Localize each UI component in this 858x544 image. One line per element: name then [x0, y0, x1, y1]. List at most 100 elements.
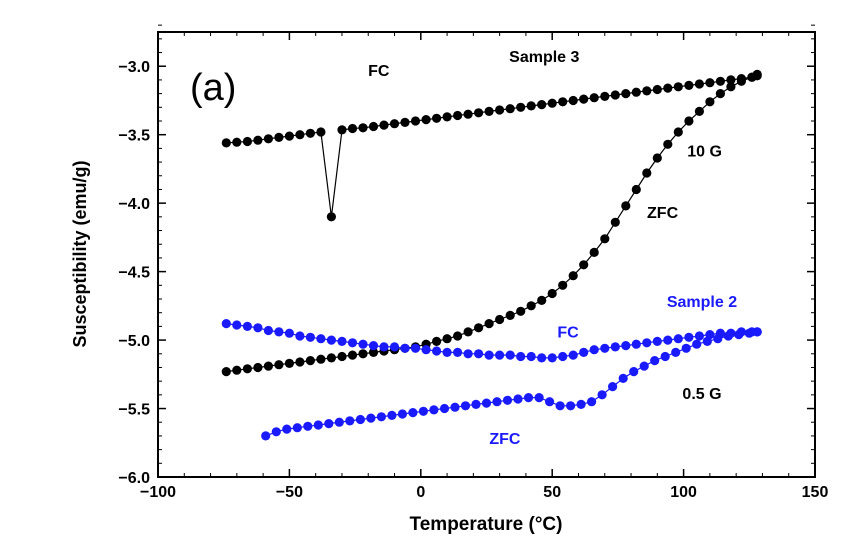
series-3-point [713, 334, 723, 344]
series-1-point [305, 356, 315, 366]
series-1-point [600, 234, 610, 244]
series-1-point [547, 288, 557, 299]
series-3-point [545, 397, 555, 407]
series-0-point [232, 137, 242, 147]
series-0-point [642, 86, 652, 96]
series-2-point [453, 347, 463, 357]
series-0-point [484, 106, 494, 116]
series-2-point [410, 343, 421, 353]
series-0-point [526, 101, 536, 111]
series-3-point [650, 356, 660, 366]
series-1-point [495, 314, 505, 325]
series-1-point [221, 367, 231, 377]
series-3-point [702, 336, 712, 346]
series-0-point [726, 75, 736, 85]
series-2-point [421, 345, 431, 355]
series-0-point [715, 76, 726, 86]
series-1-point [673, 127, 683, 137]
series-3-point [744, 328, 754, 338]
series-3-point [376, 412, 386, 422]
y-tick-label: −3.0 [118, 59, 150, 76]
series-0-point [579, 94, 589, 104]
series-1-point [432, 336, 442, 346]
series-1-point [326, 353, 336, 363]
series-3-point [429, 405, 439, 415]
series-1-point [358, 349, 368, 359]
series-2-point [432, 346, 442, 356]
series-1-point [684, 116, 694, 126]
series-1-point [663, 139, 673, 149]
series-3-point [576, 399, 586, 409]
series-1-point [516, 306, 526, 316]
series-1-point [579, 260, 589, 270]
series-1-point [736, 76, 747, 86]
series-0-point [242, 136, 252, 147]
series-3-point [723, 331, 733, 341]
y-tick-label: −4.0 [118, 196, 150, 213]
series-3-point [271, 427, 281, 437]
series-1-point [274, 360, 284, 370]
series-0-point [274, 132, 284, 142]
series-0-point [673, 82, 683, 92]
series-0-point [558, 97, 568, 107]
chart-annotation: FC [557, 324, 579, 341]
series-3-point [629, 367, 639, 377]
series-1-point [568, 271, 578, 281]
series-0-line [226, 75, 758, 217]
series-2-point [263, 325, 273, 336]
x-tick-label: −100 [140, 484, 176, 501]
series-2-point [673, 334, 683, 344]
series-2-point [253, 323, 263, 333]
x-axis-title: Temperature (°C) [410, 514, 563, 535]
chart-annotation: Sample 2 [667, 294, 737, 311]
series-2-point [537, 353, 547, 363]
series-0-point [663, 83, 673, 93]
series-0-point [652, 84, 662, 95]
series-3-point [471, 399, 481, 409]
series-3-point [324, 419, 334, 429]
series-1-point [631, 184, 641, 195]
series-2-point [621, 341, 631, 351]
series-1-point [715, 89, 726, 99]
series-1-point [253, 362, 263, 373]
series-0-point [316, 127, 326, 137]
series-2-point [305, 332, 315, 342]
series-1-point [752, 69, 762, 79]
series-2-point [326, 335, 336, 345]
series-0-point [358, 123, 368, 133]
series-0-point [463, 109, 473, 119]
series-2-point [579, 347, 589, 357]
series-0-point [495, 105, 505, 115]
series-3-point [450, 402, 460, 412]
series-2-point [368, 341, 379, 351]
series-3-point [439, 403, 450, 414]
series-1-point [726, 82, 736, 92]
series-0-point [432, 113, 442, 123]
series-1-point [474, 323, 484, 333]
series-1-point [442, 334, 452, 344]
series-0-point [442, 112, 452, 122]
series-2-point [642, 338, 652, 348]
series-2-point [589, 345, 599, 355]
series-2-point [400, 343, 410, 353]
chart-annotation: Sample 3 [509, 49, 579, 66]
series-2-point [274, 327, 284, 337]
series-3-point [418, 406, 428, 416]
series-1-point [621, 201, 631, 211]
series-2-point [295, 331, 305, 341]
series-0-point [505, 104, 515, 114]
series-0-point [631, 87, 641, 97]
series-2-point [221, 319, 231, 329]
series-3-point [534, 393, 544, 403]
series-3-point [492, 397, 502, 407]
series-2-point [558, 351, 568, 362]
series-2-point [505, 350, 515, 360]
series-0-point [421, 115, 431, 125]
x-tick-label: −50 [276, 484, 303, 501]
series-3-point [387, 410, 397, 420]
series-0-point [337, 125, 347, 135]
series-1-point [284, 358, 294, 368]
series-3-point [408, 408, 418, 418]
axis-layer: −100 −50 0 50 100 150 −6.0 −5.5 −5.0 −4.5 −4.0 −3.5… [118, 24, 828, 501]
